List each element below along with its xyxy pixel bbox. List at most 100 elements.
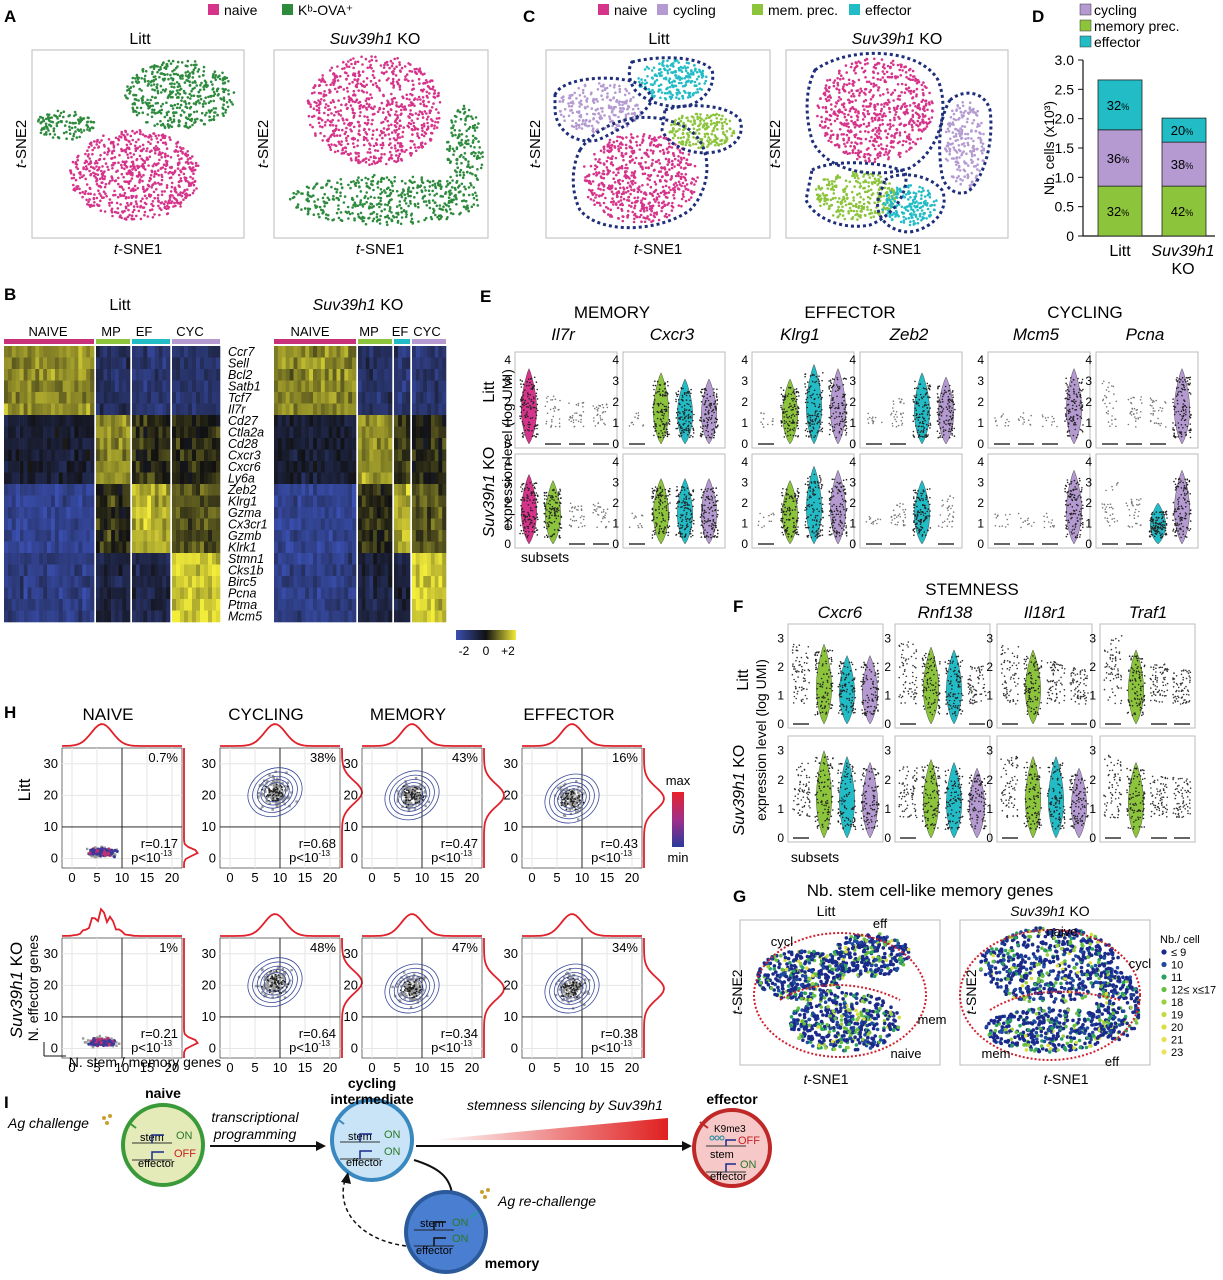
tsne-point-kbova: [186, 64, 189, 68]
tsne-point-kbova: [306, 191, 310, 194]
tsne-point-kbova: [467, 186, 471, 189]
tsne-point-naive: [369, 155, 373, 159]
tsne-point-naive: [157, 200, 160, 203]
tsne-point-naive: [164, 200, 167, 203]
tsne-point-naive: [364, 57, 368, 61]
tsne-point-kbova: [208, 115, 211, 118]
tsne-point-kbova: [193, 118, 197, 121]
tsne-point-naive: [900, 65, 903, 69]
tsne-point-naive: [633, 217, 636, 221]
tsne-point-kbova: [173, 68, 176, 72]
tsne-point-cycling: [966, 111, 970, 115]
tsne-point-naive: [602, 188, 605, 192]
tsne-point-naive: [194, 161, 198, 165]
tsne-point-naive: [386, 119, 390, 123]
tsne-point-kbova: [48, 132, 52, 136]
tsne-point-naive: [396, 141, 400, 145]
tsne-point-naive: [153, 162, 156, 166]
tsne-point-naive: [663, 167, 667, 171]
tsne-point-naive: [828, 78, 832, 82]
tsne-point-naive: [647, 155, 650, 158]
tsne-point-naive: [152, 175, 156, 178]
tsne-point-naive: [130, 214, 134, 217]
tsne-point-naive: [419, 102, 422, 106]
tsne-point-kbova: [407, 194, 410, 198]
tsne-point-naive: [847, 138, 850, 142]
tsne-point-naive: [347, 60, 350, 63]
tsne-point-naive: [174, 149, 178, 152]
tsne-point-naive: [311, 125, 314, 129]
tsne-point-memprec: [840, 200, 843, 203]
tsne-point-effector: [684, 67, 687, 70]
tsne-point-naive: [395, 104, 398, 107]
tsne-point-naive: [881, 76, 885, 79]
tsne-point-naive: [309, 123, 312, 127]
tsne-point-naive: [416, 132, 419, 135]
tsne-point-cycling: [580, 127, 584, 130]
tsne-point-naive: [145, 188, 148, 192]
tsne-point-kbova: [403, 199, 407, 202]
tsne-point-naive: [873, 103, 876, 107]
tsne-point-naive: [127, 208, 130, 212]
tsne-point-naive: [619, 199, 623, 202]
tsne-point-naive: [96, 168, 99, 172]
tsne-point-naive: [186, 188, 189, 191]
tsne-point-kbova: [384, 203, 387, 206]
tsne-point-kbova: [295, 206, 298, 209]
tsne-point-naive: [622, 197, 626, 201]
tsne-point-naive: [661, 185, 665, 189]
tsne-point-kbova: [322, 210, 325, 214]
tsne-point-naive: [160, 173, 163, 177]
tsne-point-kbova: [180, 61, 184, 64]
tsne-point-naive: [149, 142, 152, 145]
tsne-point-naive: [160, 193, 164, 197]
tsne-point-naive: [128, 213, 131, 217]
tsne-point-naive: [366, 66, 370, 70]
tsne-point-cycling: [601, 89, 604, 92]
tsne-point-naive: [660, 209, 663, 213]
tsne-point-naive: [133, 208, 136, 212]
tsne-point-naive: [409, 146, 413, 149]
tsne-point-naive: [357, 158, 360, 162]
tsne-point-naive: [837, 88, 841, 92]
tsne-point-naive: [883, 67, 886, 70]
tsne-point-naive: [829, 103, 833, 106]
tsne-point-kbova: [51, 136, 55, 139]
tsne-point-naive: [173, 201, 176, 205]
tsne-point-naive: [349, 157, 353, 160]
tsne-point-kbova: [361, 203, 364, 206]
tsne-point-naive: [341, 117, 344, 120]
tsne-point-memprec: [862, 180, 865, 184]
legend-swatch-cycling-c: [657, 4, 668, 15]
tsne-point-naive: [120, 216, 123, 220]
tsne-point-naive: [931, 110, 934, 113]
tsne-point-cycling: [597, 121, 600, 124]
tsne-point-kbova: [405, 213, 408, 216]
tsne-point-kbova: [225, 76, 229, 80]
tsne-point-kbova: [475, 198, 479, 202]
tsne-point-kbova: [188, 125, 192, 129]
tsne-point-naive: [395, 149, 398, 153]
tsne-point-naive: [648, 201, 651, 204]
tsne-point-naive: [323, 99, 326, 102]
tsne-point-kbova: [400, 193, 403, 197]
tsne-point-naive: [321, 139, 325, 142]
tsne-point-kbova: [152, 111, 156, 114]
tsne-point-kbova: [210, 109, 213, 112]
tsne-point-naive: [859, 150, 863, 153]
tsne-point-kbova: [47, 129, 50, 132]
tsne-point-naive: [186, 158, 190, 161]
tsne-point-kbova: [449, 160, 453, 163]
tsne-point-kbova: [133, 93, 136, 97]
tsne-point-naive: [315, 108, 319, 112]
tsne-point-kbova: [205, 85, 208, 89]
tsne-point-naive: [859, 141, 863, 145]
tsne-point-naive: [684, 199, 688, 203]
tsne-point-naive: [333, 79, 337, 83]
tsne-point-naive: [349, 58, 353, 62]
tsne-point-naive: [890, 134, 893, 138]
tsne-point-naive: [396, 136, 400, 139]
tsne-point-naive: [852, 69, 856, 72]
tsne-point-naive: [842, 123, 846, 127]
tsne-point-naive: [684, 173, 688, 176]
